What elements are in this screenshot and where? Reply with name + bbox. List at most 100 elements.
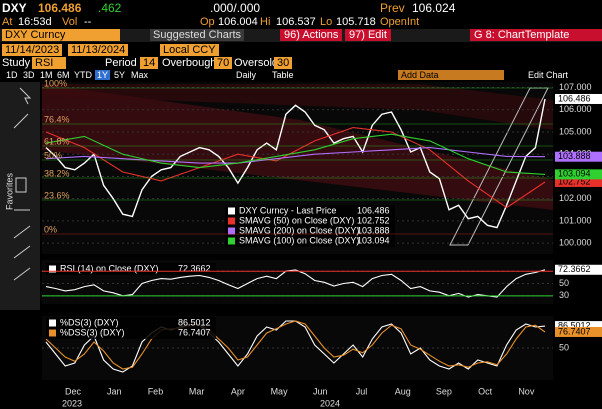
channel-icon[interactable] [13,225,31,239]
end-date[interactable]: 11/13/2024 [68,44,129,56]
value-box [555,169,602,180]
start-date[interactable]: 11/14/2023 [2,44,63,56]
x-tick-label: Dec [65,386,82,396]
frequency[interactable]: Daily [236,70,257,80]
prev: 106.024 [412,1,456,15]
quote-bar-2: At 16:53d Vol -- Op 106.004 Hi 106.537 L… [0,16,602,29]
prev-label: Prev [380,1,405,15]
x-tick-label: Jun [313,386,328,396]
series-line [45,147,546,164]
period-button[interactable]: 1M [40,70,53,80]
table-button[interactable]: Table [272,70,294,80]
y-tick-label: 106.000 [559,104,592,114]
command-bar: DXY Curncy Suggested Charts 96) Actions … [0,29,602,42]
period[interactable]: 14 [140,57,159,69]
series-line [45,320,546,370]
year-label: 2023 [62,398,82,408]
oversold-label: Oversold [234,57,279,69]
ray-icon[interactable] [13,245,31,259]
fib-icon[interactable] [15,177,27,193]
x-tick-label: Mar [189,386,205,396]
study-label: Study [2,57,31,69]
legend-value: 86.5012 [178,317,211,327]
value-box [555,93,602,104]
y-tick-label: 50 [559,278,569,288]
currency[interactable]: Local CCY [160,44,219,56]
actions-menu[interactable]: 96) Actions [280,29,343,41]
red-channel-upper [42,84,553,130]
change: .462 [98,1,122,15]
legend [46,317,216,339]
x-tick-label: Oct [478,386,493,396]
period-button[interactable]: 5Y [114,70,126,80]
lo-label: Lo [320,16,333,28]
period-button[interactable]: YTD [74,70,92,80]
study-bar: Study RSI Period 14 Overbought 70 Overso… [0,57,602,69]
fib-label: 23.6% [44,190,70,200]
legend-label: %DSS(3) (DXY) [60,327,125,337]
legend-swatch [228,227,235,235]
suggested-charts[interactable]: Suggested Charts [150,29,245,41]
hi-label: Hi [260,16,271,28]
edit-chart[interactable]: Edit Chart [528,70,569,80]
value-box-label: 102.752 [558,176,591,186]
add-data[interactable]: Add Data [398,70,504,80]
quote-bar: DXY 106.486 .462 .000/.000 Prev 106.024 [0,1,602,16]
x-tick-label: Nov [518,386,535,396]
side-toolbar [0,82,40,310]
fib-label: 76.4% [44,114,70,124]
line-icon[interactable] [13,113,29,129]
legend-label: DXY Curncy - Last Price [239,205,336,215]
value-box-label: 86.5012 [558,320,591,330]
series-line [45,269,546,298]
legend-value: 103.094 [357,235,390,245]
y-tick-label: 102.000 [559,193,592,203]
trend-icon[interactable] [13,267,31,281]
fib-label: 100% [44,78,67,88]
study[interactable]: RSI [32,57,66,69]
legend-label: SMAVG (50) on Close (DXY) [239,215,354,225]
fib-label: 50% [44,150,62,160]
template[interactable]: G 8: ChartTemplate [470,29,602,41]
fib-label: 38.2% [44,168,70,178]
hi: 106.537 [276,16,316,28]
legend-swatch [228,237,235,245]
period-button[interactable]: 6M [57,70,70,80]
y-tick-label: 107.000 [559,82,592,92]
y-tick-label: 105.000 [559,126,592,136]
value-box-label: 106.486 [558,93,591,103]
favorites-label: Favorites [4,172,14,210]
legend-swatch [49,265,56,273]
time: 16:53d [18,16,52,28]
legend-value: 102.752 [357,215,390,225]
value-box-label: 103.888 [558,151,591,161]
y-tick-label: 30 [559,290,569,300]
legend-label: SMAVG (100) on Close (DXY) [239,235,359,245]
period-button[interactable]: 3D [23,70,35,80]
edit-menu[interactable]: 97) Edit [345,29,391,41]
period-bar: Daily Table Add Data Edit Chart 1D 3D 1M 6M… [0,70,602,82]
legend-label: SMAVG (200) on Close (DXY) [239,225,359,235]
legend-value: 76.7407 [178,327,211,337]
x-tick-label: Jul [356,386,368,396]
bid-ask: .000/.000 [210,1,261,15]
period-button[interactable]: 1Y [95,70,111,80]
value-box [555,321,602,332]
legend [225,205,395,247]
op: 106.004 [218,16,258,28]
overbought[interactable]: 70 [214,57,233,69]
x-tick-label: May [271,386,289,396]
period-button[interactable]: 1D [6,70,18,80]
ticker: DXY [2,1,27,15]
period-button[interactable]: Max [131,70,149,80]
lo: 105.718 [336,16,376,28]
oversold[interactable]: 30 [274,57,293,69]
pointer-icon[interactable] [19,87,32,105]
security-field[interactable]: DXY Curncy [2,29,120,41]
x-tick-label: Aug [395,386,411,396]
legend-value: 103.888 [357,225,390,235]
tool-icons [13,87,32,281]
vol: -- [84,16,92,28]
period-label: Period [105,57,137,69]
